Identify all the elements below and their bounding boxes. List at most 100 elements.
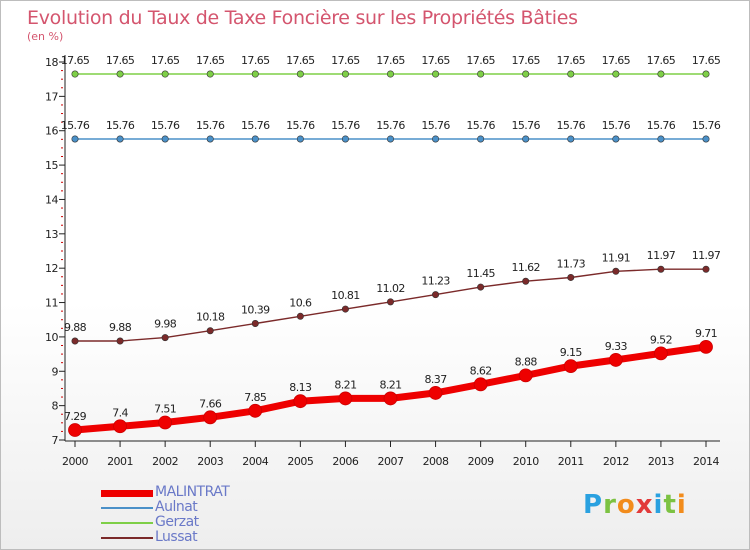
x-tick-label: 2010 xyxy=(513,455,539,468)
data-point-lussat xyxy=(296,312,304,320)
legend-label: MALINTRAT xyxy=(155,484,230,500)
x-tick-label: 2003 xyxy=(197,455,223,468)
data-label-aulnat: 15.76 xyxy=(692,119,721,132)
data-label-aulnat: 15.76 xyxy=(602,119,631,132)
data-label-malintrat: 9.33 xyxy=(605,340,628,353)
data-point-malintrat xyxy=(248,403,263,418)
y-tick-label: 9 xyxy=(52,365,59,378)
data-label-aulnat: 15.76 xyxy=(241,119,270,132)
data-label-aulnat: 15.76 xyxy=(61,119,90,132)
data-label-gerzat: 17.65 xyxy=(511,54,540,67)
data-point-aulnat xyxy=(657,135,665,143)
data-point-malintrat xyxy=(608,353,623,367)
data-label-malintrat: 7.29 xyxy=(64,410,87,423)
data-point-malintrat xyxy=(293,394,308,409)
data-label-aulnat: 15.76 xyxy=(466,119,495,132)
data-label-malintrat: 7.51 xyxy=(154,402,176,415)
data-point-gerzat xyxy=(522,70,530,78)
data-point-gerzat xyxy=(206,70,214,78)
y-tick-label: 10 xyxy=(45,331,58,344)
data-label-gerzat: 17.65 xyxy=(692,54,721,67)
data-point-aulnat xyxy=(522,135,530,143)
x-tick-label: 2004 xyxy=(242,455,268,468)
data-point-malintrat xyxy=(654,346,668,361)
data-label-aulnat: 15.76 xyxy=(557,119,586,132)
data-point-malintrat xyxy=(68,423,82,437)
data-label-gerzat: 17.65 xyxy=(421,54,450,67)
data-label-malintrat: 7.66 xyxy=(199,397,222,410)
data-label-gerzat: 17.65 xyxy=(331,54,360,67)
data-point-gerzat xyxy=(612,70,620,78)
data-label-malintrat: 8.21 xyxy=(334,378,356,391)
data-label-aulnat: 15.76 xyxy=(196,119,225,132)
data-point-malintrat xyxy=(563,359,578,374)
legend-swatch xyxy=(101,537,153,539)
data-point-lussat xyxy=(161,334,169,342)
data-label-lussat: 9.88 xyxy=(109,321,132,334)
x-tick-label: 2000 xyxy=(62,455,88,468)
data-point-gerzat xyxy=(657,70,665,78)
y-tick-label: 12 xyxy=(45,262,58,275)
logo-letter: P xyxy=(583,490,604,520)
data-point-aulnat xyxy=(161,135,169,143)
x-tick-label: 2007 xyxy=(378,455,404,468)
proxiti-logo: Proxiti xyxy=(583,490,687,520)
data-label-gerzat: 17.65 xyxy=(61,54,90,67)
data-label-gerzat: 17.65 xyxy=(557,54,586,67)
data-label-gerzat: 17.65 xyxy=(466,54,495,67)
data-point-lussat xyxy=(702,265,710,273)
legend-swatch xyxy=(101,522,153,524)
y-tick-label: 7 xyxy=(52,434,59,447)
legend-label: Gerzat xyxy=(155,514,199,530)
data-label-gerzat: 17.65 xyxy=(196,54,225,67)
data-label-malintrat: 9.52 xyxy=(650,333,672,346)
y-tick-label: 14 xyxy=(45,193,58,206)
data-point-aulnat xyxy=(477,135,485,143)
data-label-lussat: 10.6 xyxy=(289,296,312,309)
data-label-malintrat: 7.4 xyxy=(112,406,128,419)
data-point-malintrat xyxy=(113,419,127,434)
y-tick-label: 17 xyxy=(45,90,58,103)
x-tick-label: 2013 xyxy=(648,455,674,468)
legend-label: Aulnat xyxy=(155,499,198,515)
data-label-aulnat: 15.76 xyxy=(151,119,180,132)
data-label-lussat: 10.81 xyxy=(331,289,360,302)
data-point-aulnat xyxy=(341,135,349,143)
data-point-gerzat xyxy=(386,70,394,78)
data-point-lussat xyxy=(657,265,665,273)
data-point-aulnat xyxy=(116,135,124,143)
logo-letter: x xyxy=(635,490,654,520)
data-point-lussat xyxy=(341,305,349,313)
data-point-aulnat xyxy=(296,135,304,143)
data-point-malintrat xyxy=(158,415,173,430)
data-label-malintrat: 8.13 xyxy=(289,381,312,394)
x-tick-label: 2008 xyxy=(423,455,449,468)
data-label-aulnat: 15.76 xyxy=(376,119,405,132)
data-point-lussat xyxy=(386,298,394,306)
logo-letter: i xyxy=(653,490,664,520)
x-tick-label: 2001 xyxy=(107,455,133,468)
data-label-aulnat: 15.76 xyxy=(511,119,540,132)
data-label-lussat: 11.62 xyxy=(511,261,540,274)
data-point-malintrat xyxy=(428,386,443,400)
legend-label: Lussat xyxy=(155,529,198,545)
legend-swatch xyxy=(101,489,153,497)
data-point-gerzat xyxy=(702,70,710,78)
data-point-malintrat xyxy=(338,391,353,406)
data-label-aulnat: 15.76 xyxy=(647,119,676,132)
data-point-lussat xyxy=(477,283,485,291)
data-point-aulnat xyxy=(702,135,710,143)
data-label-lussat: 11.45 xyxy=(466,267,495,280)
data-point-malintrat xyxy=(518,368,533,383)
logo-letter: t xyxy=(663,490,677,520)
data-label-lussat: 10.18 xyxy=(196,311,225,324)
data-label-malintrat: 8.88 xyxy=(515,355,538,368)
data-label-gerzat: 17.65 xyxy=(376,54,405,67)
data-label-gerzat: 17.65 xyxy=(241,54,270,67)
data-label-aulnat: 15.76 xyxy=(421,119,450,132)
chart-unit: (en %) xyxy=(27,30,64,43)
data-label-lussat: 11.73 xyxy=(557,257,586,270)
data-label-lussat: 11.23 xyxy=(421,275,450,288)
